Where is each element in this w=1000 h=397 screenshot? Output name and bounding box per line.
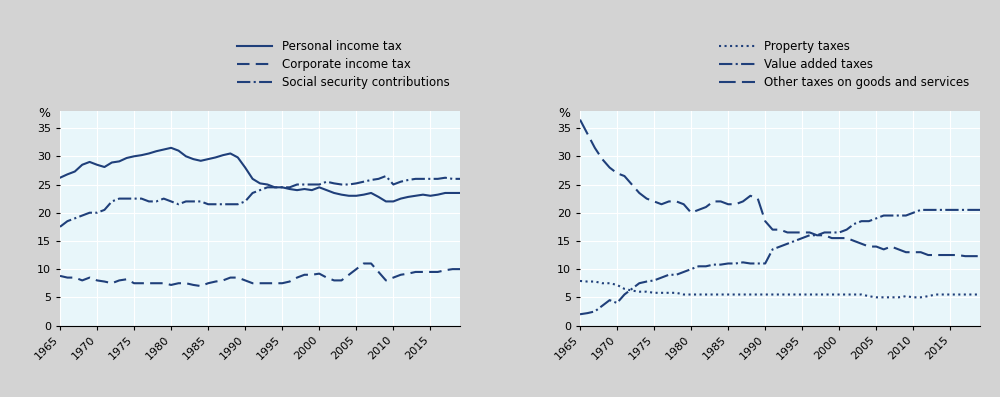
Property taxes: [967, 292, 979, 297]
Corporate income tax: [150, 281, 162, 285]
Social security contributions: [150, 199, 162, 204]
Other taxes on goods and services: [722, 202, 734, 206]
Legend: Property taxes, Value added taxes, Other taxes on goods and services: Property taxes, Value added taxes, Other…: [715, 36, 974, 93]
Personal income tax: [128, 154, 140, 159]
Corporate income tax: [128, 281, 140, 285]
Property taxes: [574, 279, 586, 283]
Other taxes on goods and services: [670, 199, 682, 204]
Other taxes on goods and services: [974, 254, 986, 258]
Y-axis label: %: %: [558, 107, 570, 120]
Personal income tax: [54, 175, 66, 180]
Line: Other taxes on goods and services: Other taxes on goods and services: [580, 119, 980, 256]
Value added taxes: [974, 208, 986, 212]
Value added taxes: [967, 208, 979, 212]
Social security contributions: [447, 177, 459, 181]
Other taxes on goods and services: [967, 254, 979, 258]
Value added taxes: [670, 272, 682, 277]
Personal income tax: [454, 191, 466, 195]
Social security contributions: [417, 177, 429, 181]
Line: Personal income tax: Personal income tax: [60, 148, 460, 201]
Corporate income tax: [195, 284, 207, 289]
Social security contributions: [128, 196, 140, 201]
Line: Property taxes: Property taxes: [580, 281, 980, 297]
Property taxes: [722, 292, 734, 297]
Social security contributions: [380, 173, 392, 178]
Value added taxes: [937, 208, 949, 212]
Corporate income tax: [54, 274, 66, 278]
Line: Value added taxes: Value added taxes: [580, 210, 980, 314]
Legend: Personal income tax, Corporate income tax, Social security contributions: Personal income tax, Corporate income ta…: [232, 36, 454, 93]
Social security contributions: [454, 177, 466, 181]
Personal income tax: [380, 199, 392, 204]
Corporate income tax: [454, 267, 466, 272]
Personal income tax: [165, 145, 177, 150]
Personal income tax: [424, 193, 436, 198]
Value added taxes: [915, 208, 927, 212]
Social security contributions: [98, 208, 110, 212]
Value added taxes: [648, 278, 660, 283]
Corporate income tax: [358, 261, 370, 266]
Personal income tax: [210, 155, 222, 160]
Personal income tax: [447, 191, 459, 195]
Corporate income tax: [210, 279, 222, 284]
Property taxes: [648, 291, 660, 295]
Property taxes: [618, 287, 630, 291]
Property taxes: [670, 291, 682, 295]
Social security contributions: [54, 224, 66, 229]
Line: Social security contributions: Social security contributions: [60, 176, 460, 227]
Social security contributions: [202, 202, 214, 206]
Corporate income tax: [447, 267, 459, 272]
Other taxes on goods and services: [648, 199, 660, 204]
Line: Corporate income tax: Corporate income tax: [60, 264, 460, 286]
Other taxes on goods and services: [574, 117, 586, 122]
Value added taxes: [618, 292, 630, 297]
Other taxes on goods and services: [618, 173, 630, 178]
Corporate income tax: [424, 270, 436, 274]
Value added taxes: [574, 312, 586, 317]
Property taxes: [937, 292, 949, 297]
Personal income tax: [150, 149, 162, 154]
Corporate income tax: [98, 279, 110, 284]
Personal income tax: [98, 165, 110, 170]
Other taxes on goods and services: [959, 254, 971, 258]
Other taxes on goods and services: [930, 252, 942, 257]
Property taxes: [974, 292, 986, 297]
Value added taxes: [722, 261, 734, 266]
Property taxes: [870, 295, 882, 300]
Y-axis label: %: %: [38, 107, 50, 120]
